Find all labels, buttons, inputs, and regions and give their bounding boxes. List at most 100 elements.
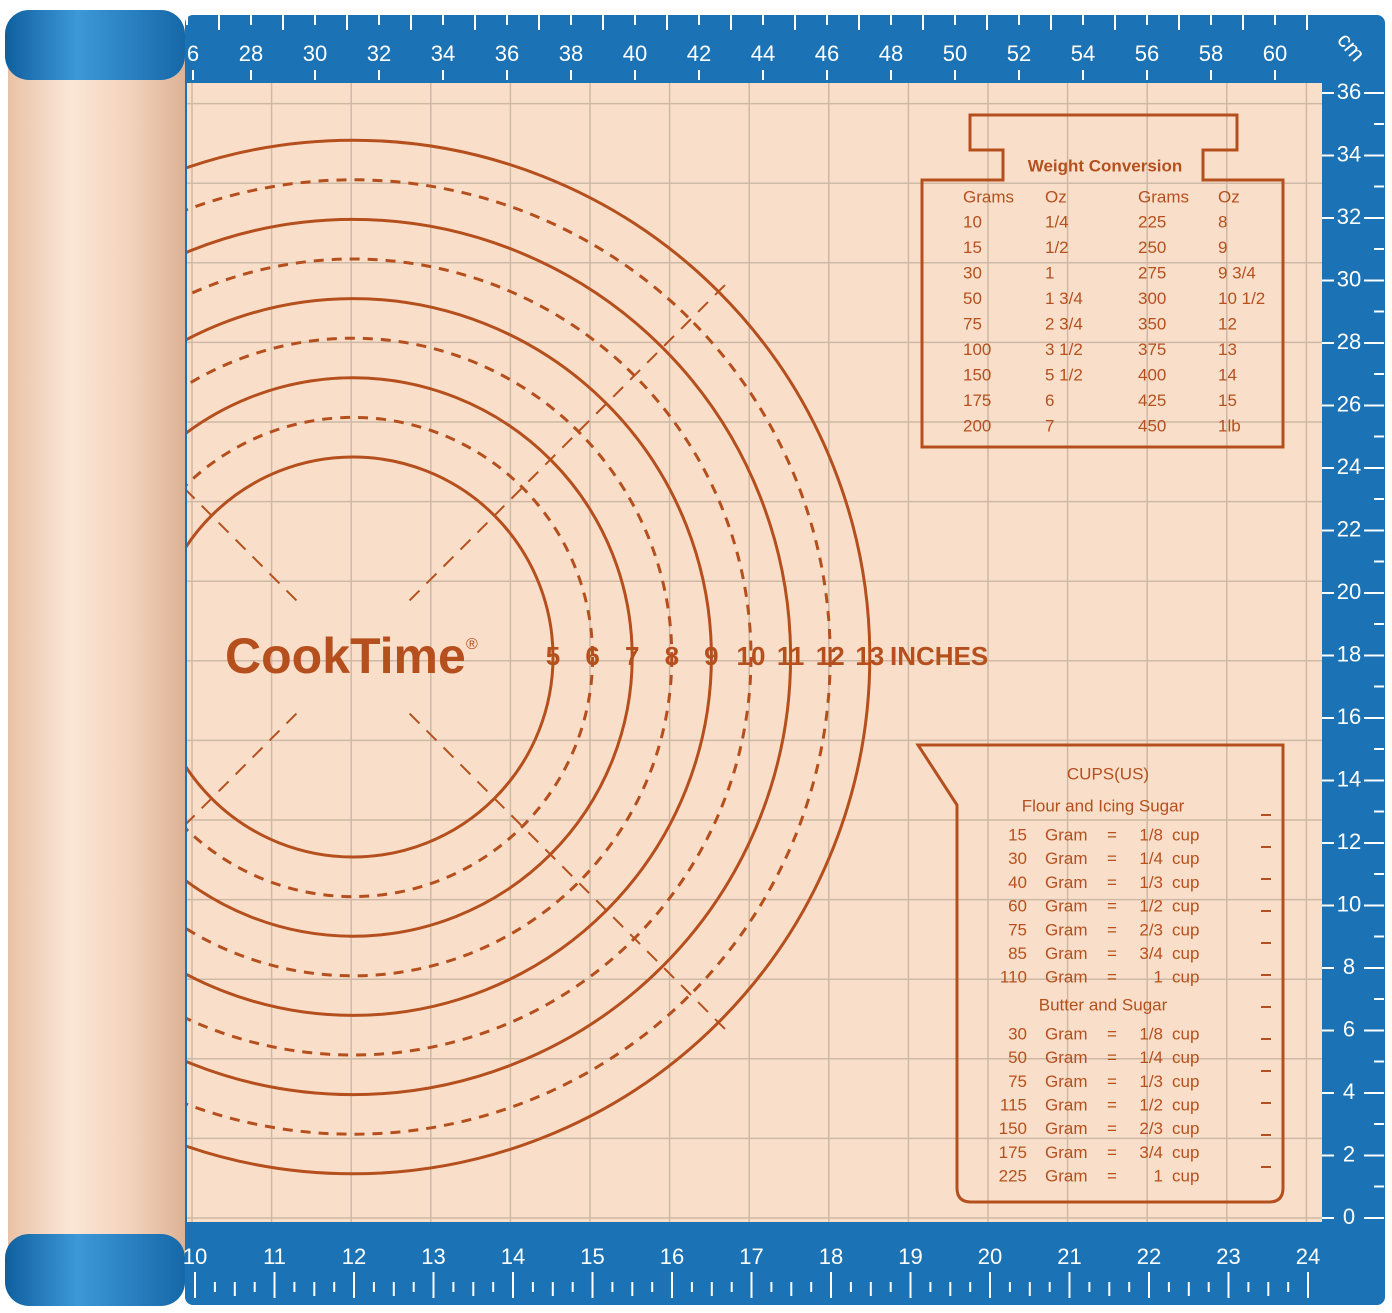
circle-label: 13 <box>855 641 884 671</box>
weight-cell: 375 <box>1138 340 1166 359</box>
cups-cell: cup <box>1172 1024 1199 1043</box>
weight-cell: 150 <box>963 365 991 384</box>
cups-cell: cup <box>1172 897 1199 916</box>
cups-cell: cup <box>1172 1095 1199 1114</box>
cups-cell: = <box>1107 1024 1117 1043</box>
bottom-ruler-label: 13 <box>421 1244 445 1269</box>
circle-guide <box>187 178 832 1136</box>
cups-cell: 3/4 <box>1139 1143 1163 1162</box>
diagonal-guide <box>187 712 298 825</box>
circle-label: 12 <box>816 641 845 671</box>
right-ruler-label: 34 <box>1337 141 1361 166</box>
weight-cell: 275 <box>1138 263 1166 282</box>
bottom-ruler-label: 12 <box>342 1244 366 1269</box>
cups-cell: Gram <box>1045 825 1088 844</box>
weight-cell: 75 <box>963 314 982 333</box>
cups-cell: Gram <box>1045 897 1088 916</box>
weight-box <box>920 113 1285 449</box>
weight-header: Oz <box>1045 187 1067 206</box>
cups-cell: = <box>1107 1072 1117 1091</box>
right-ruler-label: 0 <box>1343 1204 1355 1229</box>
top-ruler-label: 38 <box>559 41 583 66</box>
bottom-ruler-label: 20 <box>978 1244 1002 1269</box>
cups-cell: = <box>1107 897 1117 916</box>
right-ruler-label: 24 <box>1337 454 1361 479</box>
cups-cell: = <box>1107 873 1117 892</box>
bottom-ruler-label: 19 <box>898 1244 922 1269</box>
cups-cell: 1/2 <box>1139 897 1163 916</box>
top-ruler-label: 40 <box>623 41 647 66</box>
cups-cell: cup <box>1172 1167 1199 1186</box>
weight-cell: 200 <box>963 416 991 435</box>
top-ruler-label: 52 <box>1007 41 1031 66</box>
cups-cell: 40 <box>1008 873 1027 892</box>
cups-cell: = <box>1107 1095 1117 1114</box>
logo-name: CookTime <box>225 628 466 684</box>
cups-cell: Gram <box>1045 944 1088 963</box>
weight-cell: 3 1/2 <box>1045 340 1083 359</box>
cups-cell: 2/3 <box>1139 1119 1163 1138</box>
top-ruler-label: 46 <box>815 41 839 66</box>
circle-guide <box>187 336 674 978</box>
right-ruler-label: 28 <box>1337 329 1361 354</box>
bottom-ruler-label: 23 <box>1216 1244 1240 1269</box>
cups-cell: Gram <box>1045 873 1088 892</box>
cups-cell: Gram <box>1045 849 1088 868</box>
weight-cell: 9 3/4 <box>1218 263 1256 282</box>
cups-cell: cup <box>1172 849 1199 868</box>
cups-cell: 85 <box>1008 944 1027 963</box>
right-ruler-label: 18 <box>1337 641 1361 666</box>
cups-cell: 1/3 <box>1139 873 1163 892</box>
weight-cell: 1lb <box>1218 416 1241 435</box>
top-ruler-label: 42 <box>687 41 711 66</box>
cups-cell: 225 <box>999 1167 1027 1186</box>
circle-guide <box>187 415 595 899</box>
bottom-ruler-label: 21 <box>1057 1244 1081 1269</box>
weight-cell: 15 <box>963 238 982 257</box>
weight-cell: 400 <box>1138 365 1166 384</box>
top-ruler-label: 54 <box>1071 41 1095 66</box>
cups-cell: 1/8 <box>1139 1024 1163 1043</box>
cups-cell: Gram <box>1045 1167 1088 1186</box>
circle-label: 11 <box>777 641 805 671</box>
cups-cell: = <box>1107 1143 1117 1162</box>
cups-title: CUPS(US) <box>1067 764 1149 783</box>
weight-cell: 13 <box>1218 340 1237 359</box>
weight-cell: 1 <box>1045 263 1054 282</box>
cups-cell: 50 <box>1008 1048 1027 1067</box>
weight-cell: 1/2 <box>1045 238 1069 257</box>
cups-cell: 1/4 <box>1139 849 1163 868</box>
weight-cell: 250 <box>1138 238 1166 257</box>
weight-cell: 8 <box>1218 212 1227 231</box>
cups-cell: 1 <box>1154 968 1163 987</box>
weight-header: Grams <box>1138 187 1189 206</box>
circle-label: 8 <box>665 641 679 671</box>
circle-label: 9 <box>704 641 718 671</box>
diagonal-guide <box>408 281 729 602</box>
bottom-ruler-label: 24 <box>1296 1244 1320 1269</box>
weight-cell: 5 1/2 <box>1045 365 1083 384</box>
weight-cell: 1/4 <box>1045 212 1069 231</box>
cups-cell: 15 <box>1008 825 1027 844</box>
bottom-ruler-label: 17 <box>739 1244 763 1269</box>
cups-cell: cup <box>1172 825 1199 844</box>
top-ruler-label: 60 <box>1263 41 1287 66</box>
weight-cell: 175 <box>963 391 991 410</box>
cups-cell: Gram <box>1045 1024 1088 1043</box>
right-ruler-label: 2 <box>1343 1141 1355 1166</box>
bottom-ruler-label: 14 <box>501 1244 525 1269</box>
weight-title: Weight Conversion <box>1028 156 1183 175</box>
grid <box>187 83 1322 1222</box>
top-ruler-label: 6 <box>187 41 199 66</box>
top-ruler-label: 32 <box>367 41 391 66</box>
cups-cell: 1 <box>1154 1167 1163 1186</box>
cups-cell: 30 <box>1008 849 1027 868</box>
cups-cell: cup <box>1172 1119 1199 1138</box>
weight-cell: 9 <box>1218 238 1227 257</box>
weight-cell: 50 <box>963 289 982 308</box>
cups-section-title: Flour and Icing Sugar <box>1022 796 1185 815</box>
weight-cell: 225 <box>1138 212 1166 231</box>
top-ruler-label: 34 <box>431 41 455 66</box>
